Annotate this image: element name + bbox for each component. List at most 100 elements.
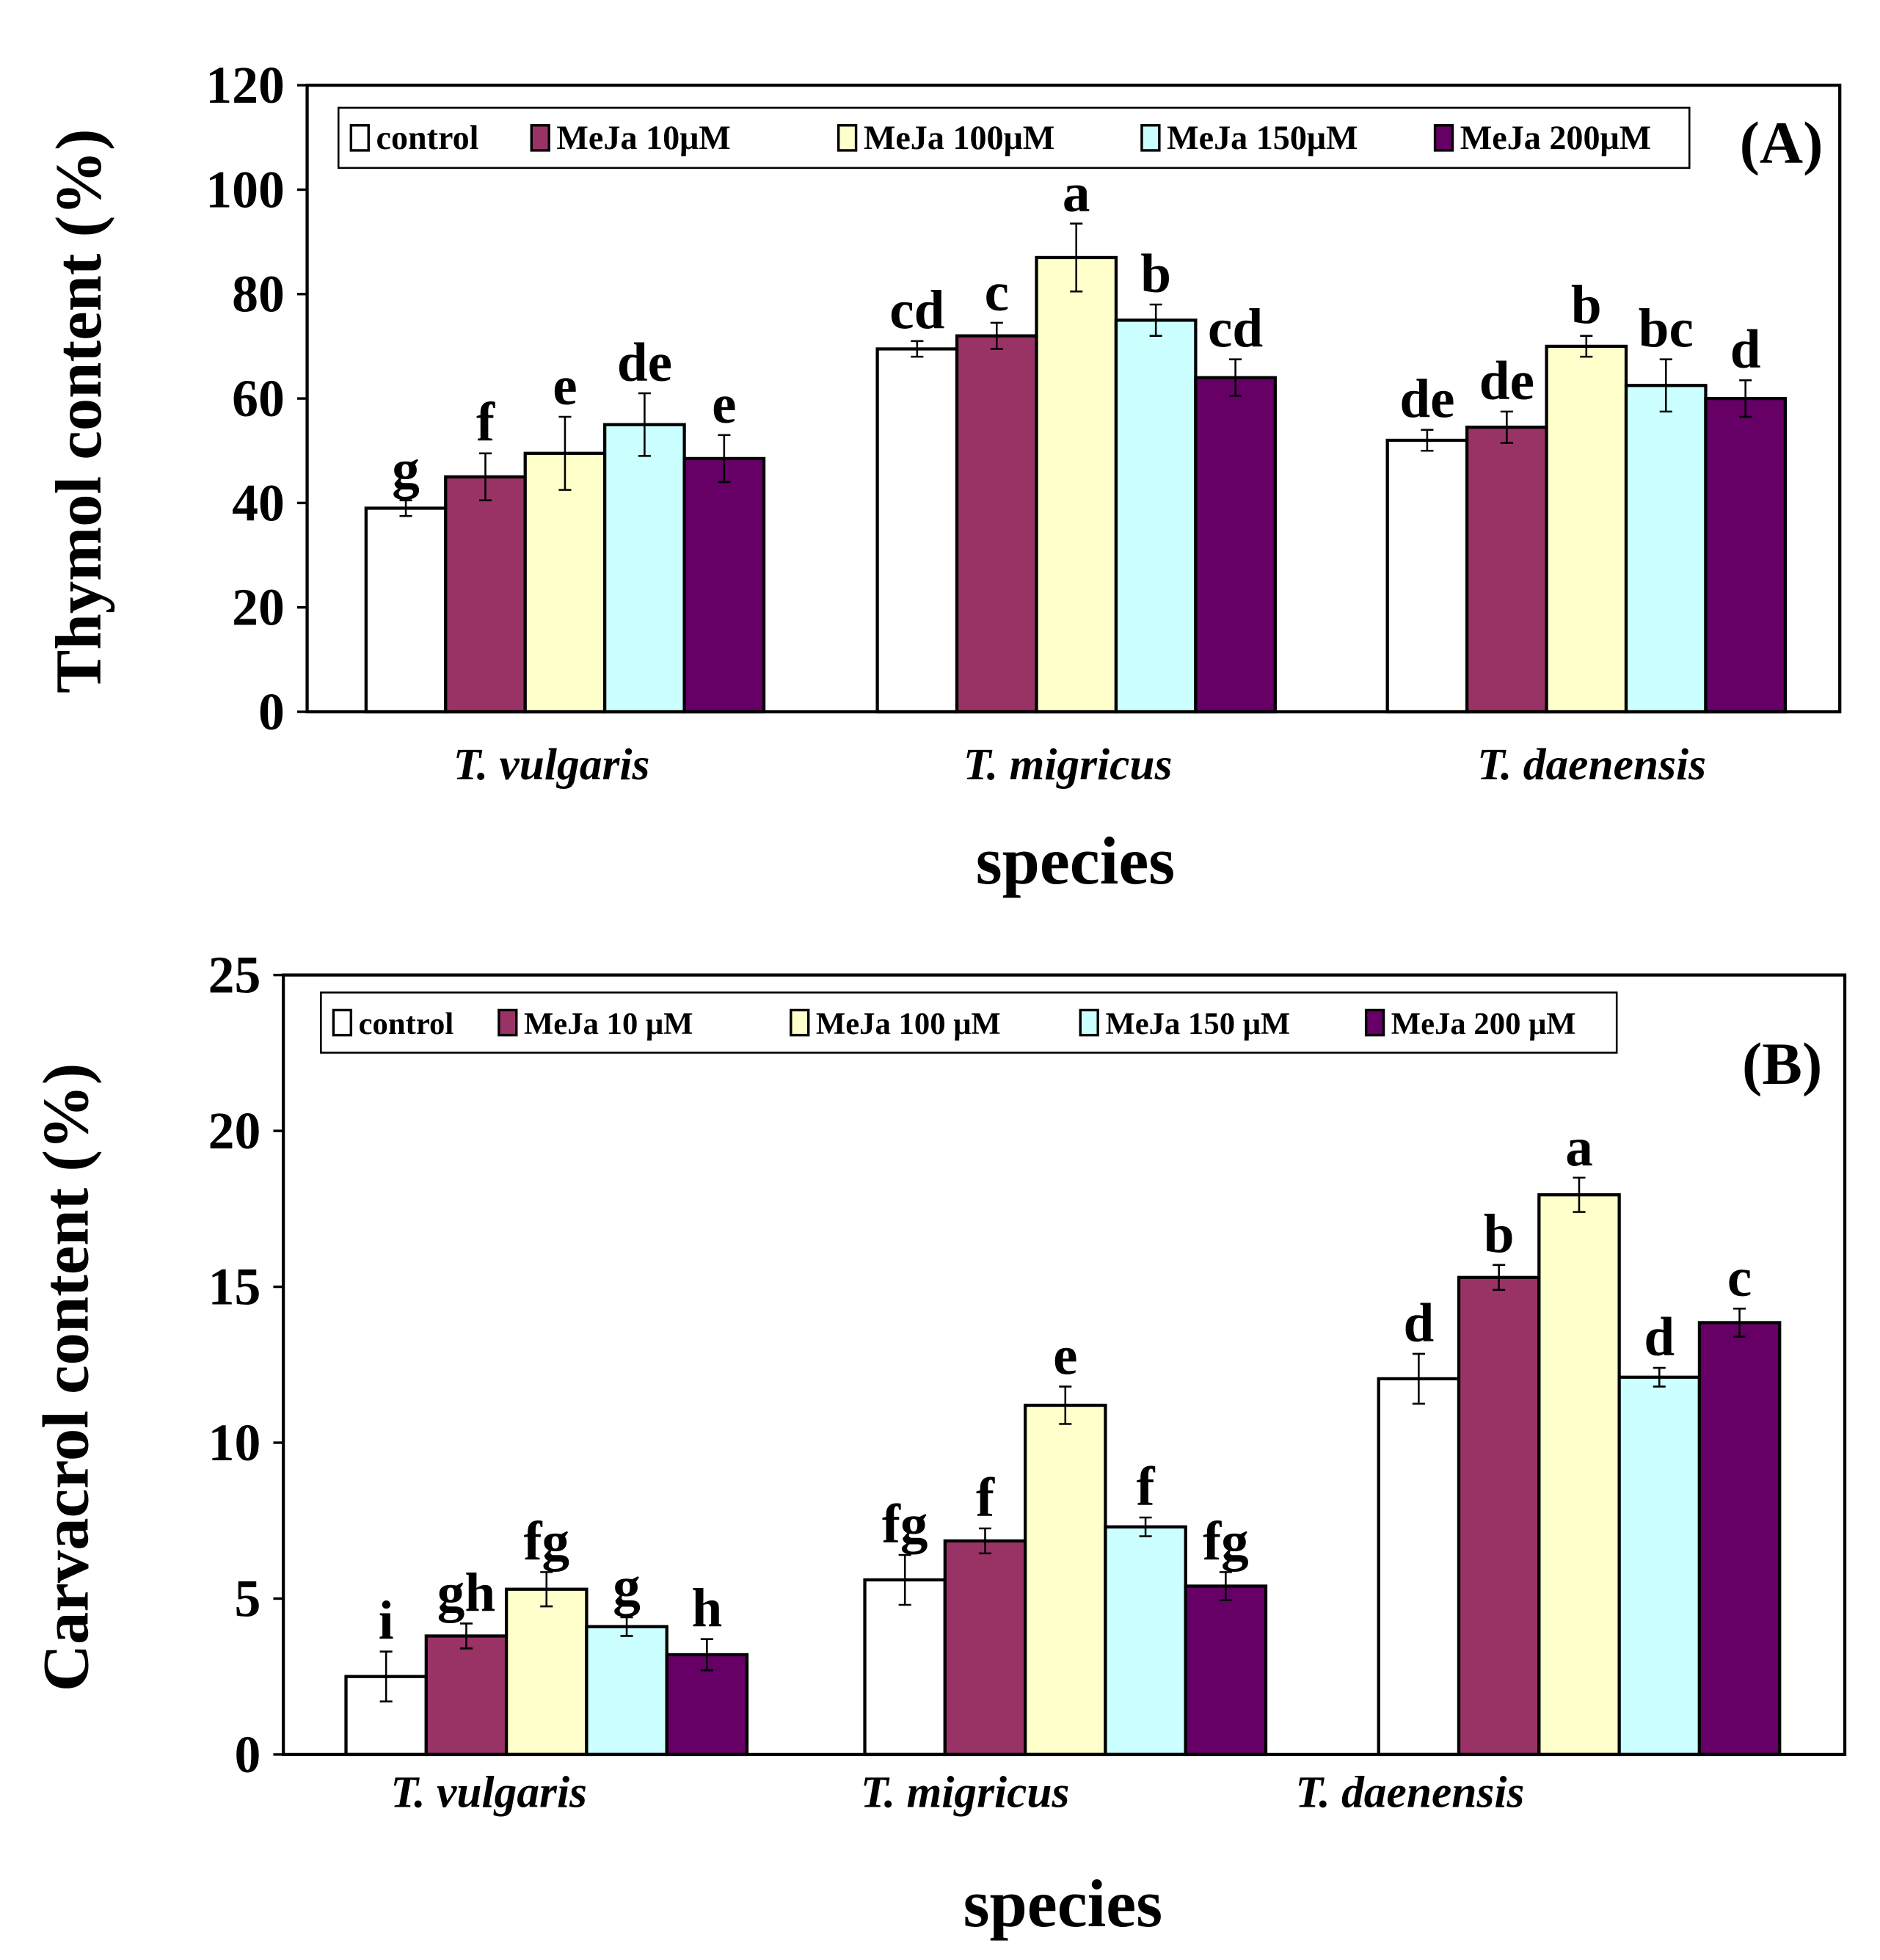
legend-label: MeJa 200μM	[1460, 119, 1651, 156]
significance-letter: a	[1565, 1117, 1593, 1178]
significance-letter: cd	[1208, 299, 1263, 360]
significance-letter: bc	[1639, 299, 1694, 360]
significance-letter: f	[976, 1468, 995, 1529]
bar	[682, 456, 766, 714]
bar	[1545, 344, 1628, 714]
significance-letter: e	[1053, 1325, 1077, 1386]
x-tick-label: T. vulgaris	[453, 740, 650, 790]
bar	[1377, 1377, 1461, 1757]
legend-label: MeJa 150μM	[1167, 119, 1358, 156]
y-tick-label: 40	[232, 473, 285, 532]
bar	[504, 1587, 589, 1757]
y-tick-label: 60	[232, 369, 285, 428]
bar	[1035, 255, 1118, 714]
significance-letter: f	[1137, 1457, 1156, 1518]
legend-swatch	[530, 124, 550, 152]
bar	[603, 423, 686, 714]
bar	[1023, 1403, 1107, 1757]
y-tick-label: 0	[258, 682, 285, 741]
legend-label: MeJa 100μM	[864, 119, 1054, 156]
significance-letter: b	[1484, 1204, 1515, 1265]
significance-letter: d	[1644, 1307, 1675, 1368]
y-axis-label: Thymol content (%)	[43, 128, 115, 693]
bar	[1194, 376, 1277, 714]
significance-letter: e	[553, 356, 577, 417]
bar	[364, 506, 448, 714]
x-tick-label: T. daenensis	[1295, 1768, 1524, 1818]
legend-swatch	[1140, 124, 1161, 152]
significance-letter: d	[1403, 1293, 1434, 1354]
x-tick-label: T. migricus	[963, 740, 1173, 790]
x-axis-label: species	[963, 1866, 1162, 1941]
chart-panel-b: i fg d gh f b fg e a g f d h fg c 0 5 10 15 20 25 T. vulgaris…	[31, 946, 1847, 1941]
significance-letter: fg	[1203, 1511, 1249, 1572]
legend-label: MeJa 200 μM	[1391, 1007, 1576, 1041]
significance-letter: fg	[523, 1511, 569, 1572]
y-tick-label: 20	[232, 578, 285, 637]
significance-letter: d	[1730, 319, 1761, 380]
legend-label: MeJa 10 μM	[524, 1007, 693, 1041]
bar	[1184, 1584, 1268, 1757]
y-tick-label: 25	[208, 946, 261, 1005]
significance-letter: de	[1479, 351, 1534, 412]
significance-letter: f	[476, 393, 495, 453]
significance-letter: b	[1140, 244, 1171, 305]
legend-label: MeJa 100 μM	[816, 1007, 1001, 1041]
significance-letter: g	[613, 1556, 641, 1617]
significance-letter: c	[985, 262, 1009, 323]
significance-letter: gh	[437, 1562, 495, 1623]
bar	[943, 1539, 1027, 1757]
bar	[1697, 1321, 1782, 1757]
panel-label: (B)	[1742, 1030, 1822, 1097]
bar	[523, 451, 607, 714]
significance-letter: a	[1063, 163, 1090, 224]
y-tick-label: 120	[205, 56, 285, 114]
bar	[1385, 438, 1469, 714]
bar	[955, 334, 1038, 714]
legend-swatch	[1364, 1008, 1385, 1037]
bar	[424, 1634, 509, 1757]
bar	[1114, 318, 1198, 714]
bar	[585, 1625, 668, 1757]
bar	[875, 347, 959, 714]
panel-label: (A)	[1740, 109, 1823, 176]
legend: control MeJa 10 μM MeJa 100 μM MeJa 150 μM M…	[320, 991, 1618, 1054]
significance-letter: e	[712, 374, 736, 435]
bar	[1104, 1525, 1187, 1757]
significance-letter: de	[1399, 369, 1454, 430]
significance-letter: b	[1571, 275, 1602, 336]
bar	[1465, 426, 1548, 714]
legend-swatch	[1079, 1008, 1099, 1037]
significance-letter: g	[392, 440, 420, 500]
legend-box	[337, 106, 1691, 170]
y-tick-label: 100	[205, 160, 285, 219]
y-tick-label: 15	[208, 1257, 261, 1316]
significance-letter: fg	[882, 1494, 928, 1555]
legend-box	[320, 991, 1618, 1054]
bar	[1704, 396, 1788, 714]
legend-label: MeJa 150 μM	[1105, 1007, 1290, 1041]
x-tick-label: T. vulgaris	[390, 1768, 587, 1818]
y-tick-label: 20	[208, 1101, 261, 1160]
significance-letter: i	[379, 1591, 394, 1652]
legend-swatch	[498, 1008, 518, 1037]
bar	[1624, 384, 1708, 714]
bar	[863, 1578, 947, 1757]
significance-letter: de	[617, 332, 672, 393]
legend-label: MeJa 10μM	[556, 119, 730, 156]
legend: control MeJa 10μM MeJa 100μM MeJa 150μM MeJa…	[337, 106, 1691, 170]
legend-label: control	[359, 1007, 454, 1041]
x-axis-label: species	[976, 823, 1175, 898]
legend-swatch	[837, 124, 858, 152]
legend-swatch	[1433, 124, 1454, 152]
y-axis-label: Carvacrol content (%)	[31, 1063, 103, 1692]
legend-swatch	[349, 124, 370, 152]
legend-swatch	[332, 1008, 353, 1037]
bar	[1617, 1375, 1702, 1757]
x-tick-label: T. daenensis	[1477, 740, 1706, 790]
legend-swatch	[790, 1008, 810, 1037]
y-tick-label: 80	[232, 265, 285, 324]
y-tick-label: 10	[208, 1413, 261, 1472]
x-tick-label: T. migricus	[861, 1768, 1070, 1818]
